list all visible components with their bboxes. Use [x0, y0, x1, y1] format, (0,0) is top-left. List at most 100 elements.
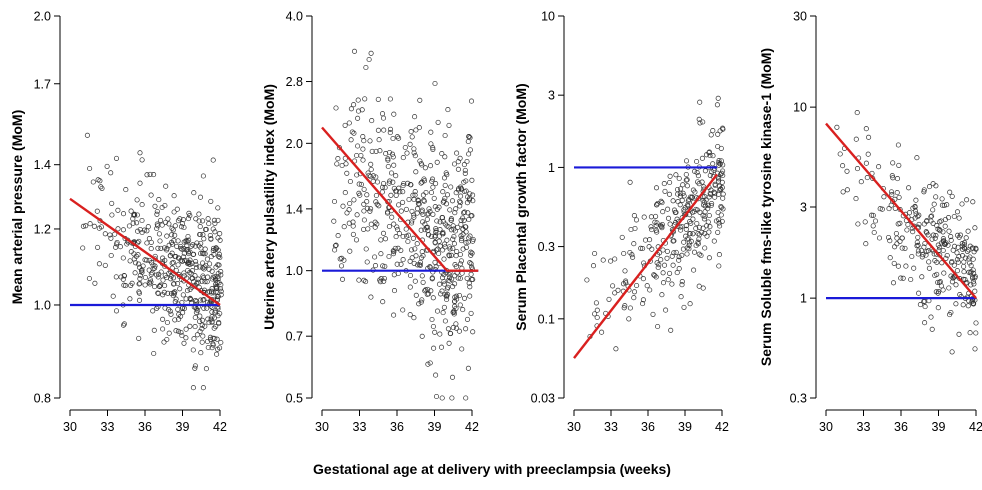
data-point — [968, 263, 974, 269]
data-point — [665, 206, 671, 212]
data-point — [451, 226, 457, 232]
data-point — [95, 244, 101, 250]
data-point — [460, 307, 466, 313]
data-point — [396, 202, 402, 208]
data-point — [192, 363, 198, 369]
data-point — [419, 273, 425, 279]
data-point — [199, 326, 205, 332]
data-point — [382, 236, 389, 242]
x-tick-label: 33 — [604, 420, 618, 434]
data-point — [168, 290, 174, 297]
data-point — [948, 234, 954, 240]
data-point — [922, 320, 928, 326]
data-point — [411, 150, 417, 156]
data-point — [363, 246, 369, 252]
data-point — [430, 323, 436, 330]
data-point — [86, 275, 92, 282]
data-point — [350, 219, 356, 225]
data-point — [160, 316, 166, 322]
data-point — [972, 225, 978, 231]
data-point — [973, 320, 979, 326]
data-point — [400, 199, 406, 205]
data-point — [919, 254, 925, 260]
data-point — [394, 261, 400, 267]
x-tick-label: 36 — [641, 420, 655, 434]
data-point — [678, 186, 684, 192]
data-point — [389, 214, 395, 220]
data-point — [152, 265, 158, 271]
data-point — [187, 295, 193, 301]
data-point — [612, 256, 618, 262]
data-point — [719, 218, 725, 224]
data-point — [335, 233, 341, 239]
data-point — [203, 366, 209, 372]
data-point — [451, 161, 458, 167]
data-point — [164, 336, 170, 343]
data-point — [136, 297, 143, 303]
data-point — [208, 198, 214, 204]
data-point — [647, 287, 653, 293]
data-point — [193, 261, 199, 267]
data-point — [452, 210, 458, 216]
data-point — [953, 282, 959, 288]
data-point — [457, 251, 463, 258]
y-tick-label: 2.0 — [286, 137, 303, 151]
data-point — [949, 193, 955, 199]
data-point — [395, 226, 401, 233]
data-point — [216, 251, 222, 257]
data-point — [369, 118, 375, 124]
data-point — [368, 50, 374, 56]
data-point — [661, 262, 668, 268]
data-point — [196, 264, 203, 270]
data-point — [420, 192, 426, 198]
data-point — [648, 214, 654, 220]
data-point — [430, 295, 436, 301]
data-point — [123, 283, 129, 289]
data-point — [956, 234, 962, 240]
data-point — [590, 263, 597, 269]
data-point — [409, 218, 415, 224]
data-point — [638, 245, 644, 251]
data-point — [933, 233, 939, 239]
data-point — [444, 296, 450, 303]
data-point — [922, 304, 928, 310]
data-point — [178, 243, 184, 250]
data-point — [452, 273, 458, 279]
data-point — [423, 189, 429, 196]
data-point — [137, 180, 143, 186]
scatter-points — [331, 48, 476, 401]
x-tick-label: 42 — [465, 420, 479, 434]
data-point — [445, 326, 451, 332]
data-point — [896, 162, 902, 168]
data-point — [681, 193, 687, 199]
data-point — [351, 130, 357, 136]
data-point — [432, 259, 438, 265]
data-point — [441, 198, 447, 204]
data-point — [418, 180, 424, 186]
data-point — [452, 281, 458, 287]
data-point — [629, 252, 635, 258]
data-point — [689, 195, 695, 201]
data-point — [946, 285, 952, 291]
data-point — [184, 288, 191, 294]
data-point — [205, 344, 211, 351]
data-point — [412, 114, 418, 120]
data-point — [348, 137, 354, 143]
data-point — [717, 223, 723, 229]
data-point — [710, 161, 716, 167]
data-point — [436, 238, 442, 244]
data-point — [908, 276, 914, 283]
data-point — [435, 246, 441, 252]
data-point — [197, 328, 203, 334]
data-point — [458, 199, 464, 206]
data-point — [447, 207, 453, 213]
data-point — [204, 305, 210, 311]
data-point — [148, 271, 154, 277]
data-point — [183, 326, 189, 332]
data-point — [177, 216, 183, 222]
data-point — [716, 160, 722, 166]
data-point — [171, 209, 177, 215]
data-point — [351, 197, 357, 203]
data-point — [681, 304, 687, 310]
x-tick-label: 39 — [428, 420, 442, 434]
